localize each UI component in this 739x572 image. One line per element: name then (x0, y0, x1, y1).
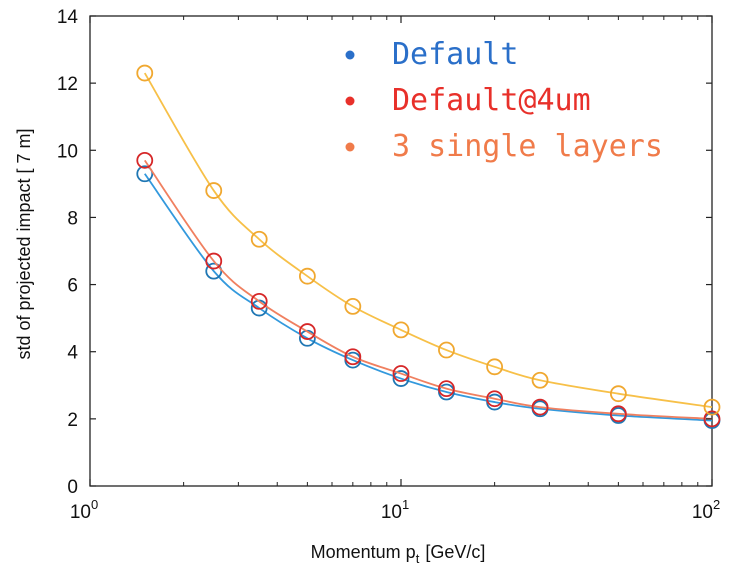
legend-marker (345, 50, 355, 60)
y-tick-label: 6 (67, 276, 78, 297)
x-tick-exponent: 1 (402, 497, 409, 512)
legend: Default Default@4um 3 single layers (345, 37, 663, 164)
data-point (298, 267, 316, 285)
data-point (392, 365, 410, 382)
data-point (392, 370, 410, 387)
y-tick-label: 12 (57, 74, 78, 95)
data-point (438, 380, 455, 398)
data-point (486, 358, 504, 376)
data-point (438, 341, 455, 359)
x-tick-label: 101 (381, 497, 409, 523)
legend-item: 3 single layers (345, 129, 663, 164)
series-line (144, 159, 713, 420)
legend-marker (345, 142, 355, 152)
x-tick-label: 100 (70, 497, 98, 523)
data-point (205, 182, 223, 199)
series-line (143, 72, 713, 409)
data-point (531, 398, 549, 416)
data-point (344, 348, 362, 366)
legend-item: Default@4um (345, 83, 591, 118)
legend-label: Default (392, 37, 518, 72)
series-1 (136, 151, 721, 428)
x-axis-label-main: Momentum p (311, 542, 416, 562)
data-point (609, 405, 627, 423)
y-tick-label: 14 (57, 7, 79, 28)
data-point (136, 165, 154, 183)
data-point (250, 230, 268, 248)
x-tick-base: 10 (70, 502, 91, 523)
data-point (344, 297, 362, 315)
y-tick-label: 4 (67, 343, 78, 364)
y-axis-label: std of projected impact [ 7 m] (14, 128, 34, 359)
y-tick-label: 8 (67, 208, 78, 229)
y-tick-label: 2 (67, 410, 78, 431)
data-point (703, 410, 721, 428)
legend-label: 3 single layers (392, 129, 663, 164)
y-axis-ticks: 0 2 4 6 8 10 12 14 (57, 7, 712, 498)
legend-marker (345, 96, 355, 106)
data-point (250, 292, 268, 310)
data-point (703, 398, 721, 416)
legend-label: Default@4um (392, 83, 591, 118)
data-point (392, 321, 410, 339)
x-axis-ticks: 100 101 102 (70, 16, 720, 523)
data-point (609, 385, 627, 403)
y-tick-label: 10 (57, 141, 78, 162)
x-tick-exponent: 0 (91, 497, 98, 512)
data-point (136, 151, 154, 169)
x-tick-base: 10 (381, 502, 402, 523)
series-line (144, 173, 713, 422)
series-2 (136, 64, 721, 416)
x-tick-exponent: 2 (713, 497, 720, 512)
x-tick-base: 10 (692, 502, 713, 523)
data-point (136, 64, 154, 82)
x-axis-label-unit: [GeV/c] (425, 542, 485, 562)
legend-item: Default (345, 37, 518, 72)
series-layer (136, 64, 721, 429)
data-point (531, 371, 549, 389)
x-axis-label: Momentum pt [GeV/c] (311, 542, 486, 566)
data-point (205, 252, 223, 270)
data-point (486, 390, 504, 408)
y-tick-label: 0 (67, 477, 78, 498)
x-axis-label-subscript: t (416, 551, 420, 566)
x-tick-label: 102 (692, 497, 720, 523)
data-point (298, 323, 316, 340)
